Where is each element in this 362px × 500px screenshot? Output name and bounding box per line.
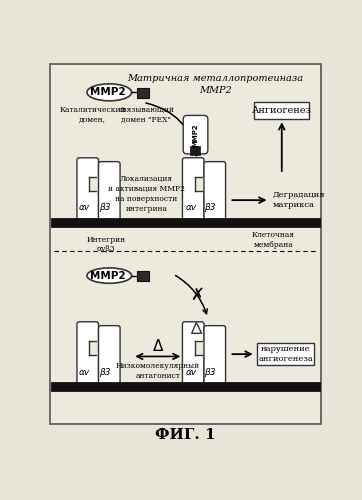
Text: β3: β3 [99, 204, 110, 212]
Bar [89, 341, 99, 355]
Bar [257, 344, 314, 365]
FancyArrowPatch shape [176, 276, 207, 314]
Ellipse shape [87, 268, 132, 283]
FancyBboxPatch shape [77, 322, 98, 384]
FancyBboxPatch shape [77, 158, 98, 220]
Text: Δ: Δ [153, 339, 163, 354]
Text: αv: αv [79, 204, 90, 212]
FancyBboxPatch shape [182, 158, 204, 220]
Bar [254, 102, 310, 120]
Text: β3: β3 [205, 204, 216, 212]
Text: Ангиогенез: Ангиогенез [252, 106, 312, 116]
Text: Деградация
матрикса: Деградация матрикса [273, 191, 325, 209]
Bar [195, 177, 205, 191]
Text: αv: αv [185, 368, 197, 377]
FancyBboxPatch shape [204, 326, 226, 384]
Text: MMP2: MMP2 [90, 88, 126, 98]
Text: β3: β3 [205, 368, 216, 377]
FancyBboxPatch shape [98, 326, 120, 384]
Bar [137, 88, 150, 98]
FancyBboxPatch shape [98, 162, 120, 220]
Text: β3: β3 [99, 368, 110, 377]
Text: ММР2: ММР2 [193, 123, 198, 146]
Text: Клеточная
мембрана: Клеточная мембрана [252, 231, 295, 248]
Bar [51, 218, 320, 227]
Bar [190, 146, 200, 156]
Text: Локализация
и активация ММР2
на поверхности
интегрина: Локализация и активация ММР2 на поверхно… [108, 176, 185, 213]
Text: Интегрин
αvβ3: Интегрин αvβ3 [87, 236, 126, 254]
Bar [51, 382, 320, 391]
Text: Каталитический
домен,: Каталитический домен, [59, 106, 126, 124]
Text: ФИГ. 1: ФИГ. 1 [155, 428, 216, 442]
Bar [195, 341, 205, 355]
Text: нарушение
ангиогенеза: нарушение ангиогенеза [258, 345, 313, 363]
FancyBboxPatch shape [183, 116, 208, 154]
FancyBboxPatch shape [182, 322, 204, 384]
Text: ✗: ✗ [190, 286, 204, 304]
Text: Низкомолекулярный
антагонист: Низкомолекулярный антагонист [116, 362, 200, 380]
FancyArrowPatch shape [146, 103, 198, 156]
Text: Матричная металлопротеиназа
МMP2: Матричная металлопротеиназа МMP2 [127, 74, 304, 94]
Bar [89, 177, 99, 191]
Ellipse shape [87, 84, 132, 101]
Text: αv: αv [79, 368, 90, 377]
Text: MMP2: MMP2 [90, 270, 126, 280]
Polygon shape [192, 322, 202, 334]
Bar [137, 271, 150, 281]
FancyBboxPatch shape [204, 162, 226, 220]
Text: αv: αv [185, 204, 197, 212]
Text: связывающий
домен "PEX": связывающий домен "PEX" [118, 106, 174, 124]
